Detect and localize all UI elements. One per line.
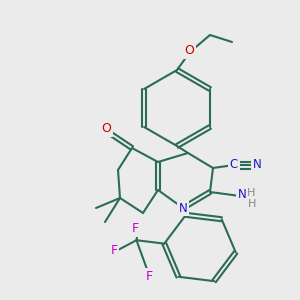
Text: H: H bbox=[247, 188, 255, 198]
Text: F: F bbox=[146, 269, 153, 283]
Text: O: O bbox=[101, 122, 111, 136]
Text: H: H bbox=[248, 199, 256, 209]
Text: O: O bbox=[184, 44, 194, 58]
Text: F: F bbox=[131, 223, 139, 236]
Text: N: N bbox=[253, 158, 261, 172]
Text: N: N bbox=[238, 188, 246, 202]
Text: N: N bbox=[178, 202, 188, 214]
Text: F: F bbox=[110, 244, 118, 256]
Text: C: C bbox=[230, 158, 238, 172]
